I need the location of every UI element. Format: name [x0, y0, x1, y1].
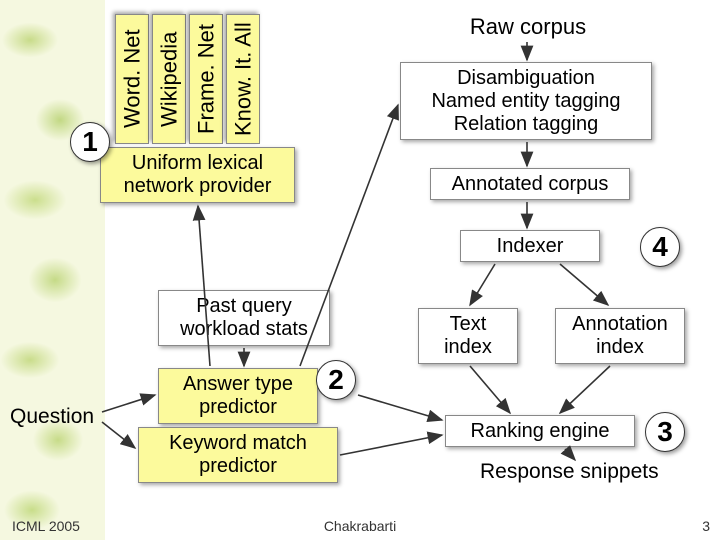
answer-type-box: Answer type predictor: [158, 368, 318, 424]
source-wikipedia: Wikipedia: [152, 14, 186, 144]
question-label: Question: [10, 405, 94, 429]
step-circle-1: 1: [70, 122, 110, 162]
raw-corpus-box: Raw corpus: [438, 12, 618, 42]
annotated-corpus-box: Annotated corpus: [430, 168, 630, 200]
footer-left: ICML 2005: [12, 518, 80, 534]
uniform-provider-box: Uniform lexical network provider: [100, 147, 295, 203]
source-framenet: Frame. Net: [189, 14, 223, 144]
source-knowitall: Know. It. All: [226, 14, 260, 144]
footer-center: Chakrabarti: [324, 518, 396, 534]
text-index-box: Text index: [418, 308, 518, 364]
indexer-box: Indexer: [460, 230, 600, 262]
ranking-engine-box: Ranking engine: [445, 415, 635, 447]
tagging-box: Disambiguation Named entity tagging Rela…: [400, 62, 652, 140]
footer-right: 3: [702, 518, 710, 534]
annotation-index-box: Annotation index: [555, 308, 685, 364]
step-circle-3: 3: [645, 412, 685, 452]
background-leaves: [0, 0, 105, 540]
step-circle-4: 4: [640, 227, 680, 267]
keyword-match-box: Keyword match predictor: [138, 427, 338, 483]
step-circle-2: 2: [316, 360, 356, 400]
past-query-box: Past query workload stats: [158, 290, 330, 346]
response-snippets-label: Response snippets: [480, 460, 659, 484]
source-wordnet: Word. Net: [115, 14, 149, 144]
